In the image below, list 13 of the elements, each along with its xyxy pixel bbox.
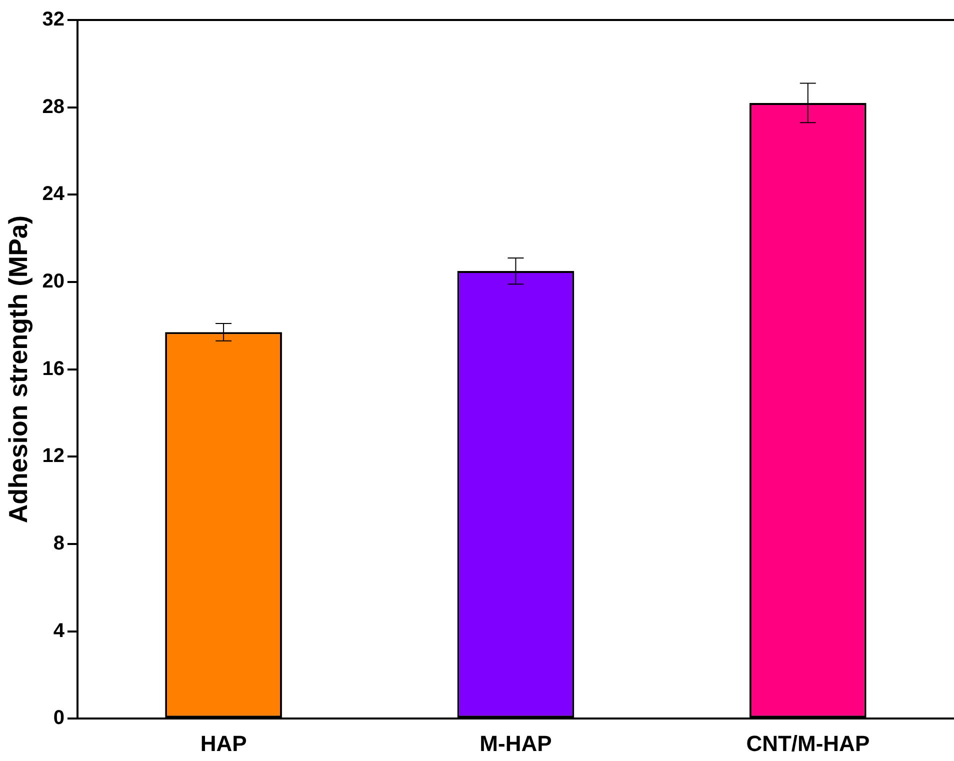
y-tick-label: 24	[42, 183, 66, 206]
y-tick-label: 20	[42, 270, 64, 292]
y-tick-label: 8	[53, 532, 64, 554]
y-axis-title: Adhesion strength (MPa)	[2, 215, 33, 524]
y-tick-label: 12	[42, 445, 64, 468]
x-tick-label: CNT/M-HAP	[746, 730, 870, 756]
x-tick-label: HAP	[200, 730, 247, 756]
y-tick-label: 32	[42, 8, 64, 31]
x-tick-label: M-HAP	[480, 730, 552, 756]
y-tick-label: 16	[42, 358, 64, 380]
y-tick-label: 0	[53, 707, 64, 730]
y-tick-label: 4	[53, 620, 66, 642]
y-tick-label: 28	[42, 96, 64, 118]
